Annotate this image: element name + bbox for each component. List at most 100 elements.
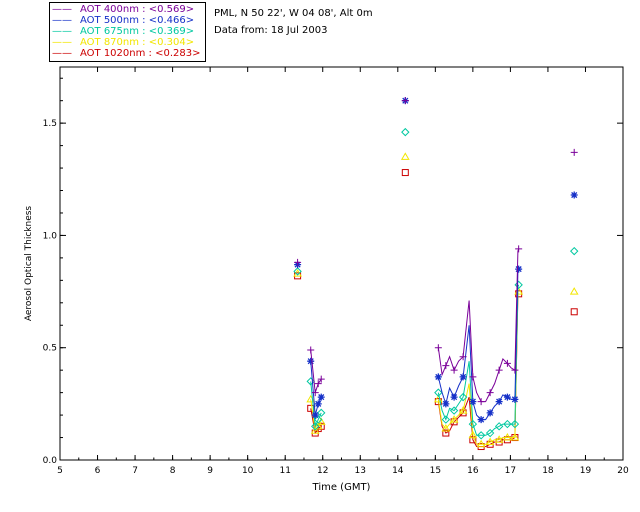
data-point [495,366,503,374]
data-point [569,287,579,295]
legend-item: —— AOT 1020nm : <0.283> [50,48,205,59]
data-point [314,415,323,424]
data-point [511,366,519,374]
data-point [313,421,323,430]
data-point [434,344,442,352]
data-point [314,400,322,408]
data-point [477,398,485,406]
series-group [294,169,578,451]
data-point [459,373,467,381]
data-point [511,395,519,403]
data-point [401,127,410,137]
data-point [570,148,578,156]
plot-area [59,66,624,461]
series-group [293,152,579,448]
data-point [510,433,520,441]
x-tick-label: 16 [467,466,479,476]
x-tick-label: 7 [132,466,138,476]
x-tick-label: 19 [580,466,592,476]
data-point [458,406,468,414]
data-point [570,308,578,316]
data-point [485,437,495,446]
legend-line-icon: —— [52,4,72,15]
x-tick-label: 10 [242,466,254,476]
y-tick-label: 0.5 [43,344,57,354]
data-point [310,426,320,434]
series-line [437,284,520,436]
data-point [311,389,319,397]
data-point [442,429,450,437]
data-point [434,373,442,381]
data-point [449,415,459,423]
legend-label: AOT 500nm : <0.466> [80,15,195,26]
legend-item: —— AOT 400nm : <0.569> [50,4,205,15]
data-point [494,422,504,431]
legend-label: AOT 400nm : <0.569> [80,4,195,15]
x-tick-label: 15 [430,466,441,476]
series-group [294,97,578,406]
x-tick-label: 20 [617,466,629,476]
x-tick-label: 12 [317,466,328,476]
legend-line-icon: —— [52,48,72,59]
data-point [293,267,302,276]
data-point [434,388,443,397]
data-point [503,359,511,367]
data-point [476,439,486,448]
data-point [469,436,477,444]
y-axis-label: Aerosol Optical Thickness [24,206,34,322]
data-point [317,393,325,401]
x-tick-label: 5 [57,466,63,476]
data-point [401,97,409,105]
legend-line-icon: —— [52,26,72,37]
date-info: Data from: 18 Jul 2003 [214,25,328,36]
data-point [307,346,315,354]
data-point [570,191,578,199]
data-point [495,398,503,406]
data-point [450,393,458,401]
data-point [469,398,477,406]
data-point [503,433,512,441]
data-point [311,411,319,419]
data-point [450,366,458,374]
axes: 5 6 7 8 9 10 11 12 13 14 15 16 17 18 19 20 0.0 0.5 1.0 1.5 [43,67,629,476]
x-tick-label: 13 [355,466,366,476]
data-point [442,400,450,408]
legend-label: AOT 1020nm : <0.283> [80,48,201,59]
data-point [449,406,459,415]
data-point [485,428,495,438]
site-info: PML, N 50 22', W 04 08', Alt 0m [214,8,373,19]
data-point [486,389,494,397]
data-point [515,265,523,273]
legend-item: —— AOT 675nm : <0.369> [50,26,205,37]
data-point [306,377,315,386]
data-point [514,280,523,290]
data-point [311,422,320,431]
legend-item: —— AOT 500nm : <0.466> [50,15,205,26]
series-line [310,381,322,429]
data-point [569,246,579,256]
x-axis-label: Time (GMT) [312,482,371,493]
data-point [458,392,468,402]
legend-line-icon: —— [52,37,72,48]
series-group [293,127,579,440]
data-point [494,435,504,443]
data-point [459,353,467,361]
legend-label: AOT 675nm : <0.369> [80,26,195,37]
data-marks [293,97,579,451]
data-point [441,424,451,432]
x-tick-label: 6 [95,466,101,476]
data-point [442,362,450,370]
x-tick-label: 14 [392,466,404,476]
data-point [400,152,410,160]
y-tick-label: 1.0 [43,231,58,241]
data-point [503,419,512,429]
y-tick-label: 1.5 [43,119,57,129]
data-point [401,169,409,177]
data-point [510,419,520,429]
series-line [437,248,520,403]
data-point [468,430,478,439]
legend-label: AOT 870nm : <0.304> [80,37,195,48]
series-group [294,97,578,424]
x-tick-label: 11 [279,466,290,476]
